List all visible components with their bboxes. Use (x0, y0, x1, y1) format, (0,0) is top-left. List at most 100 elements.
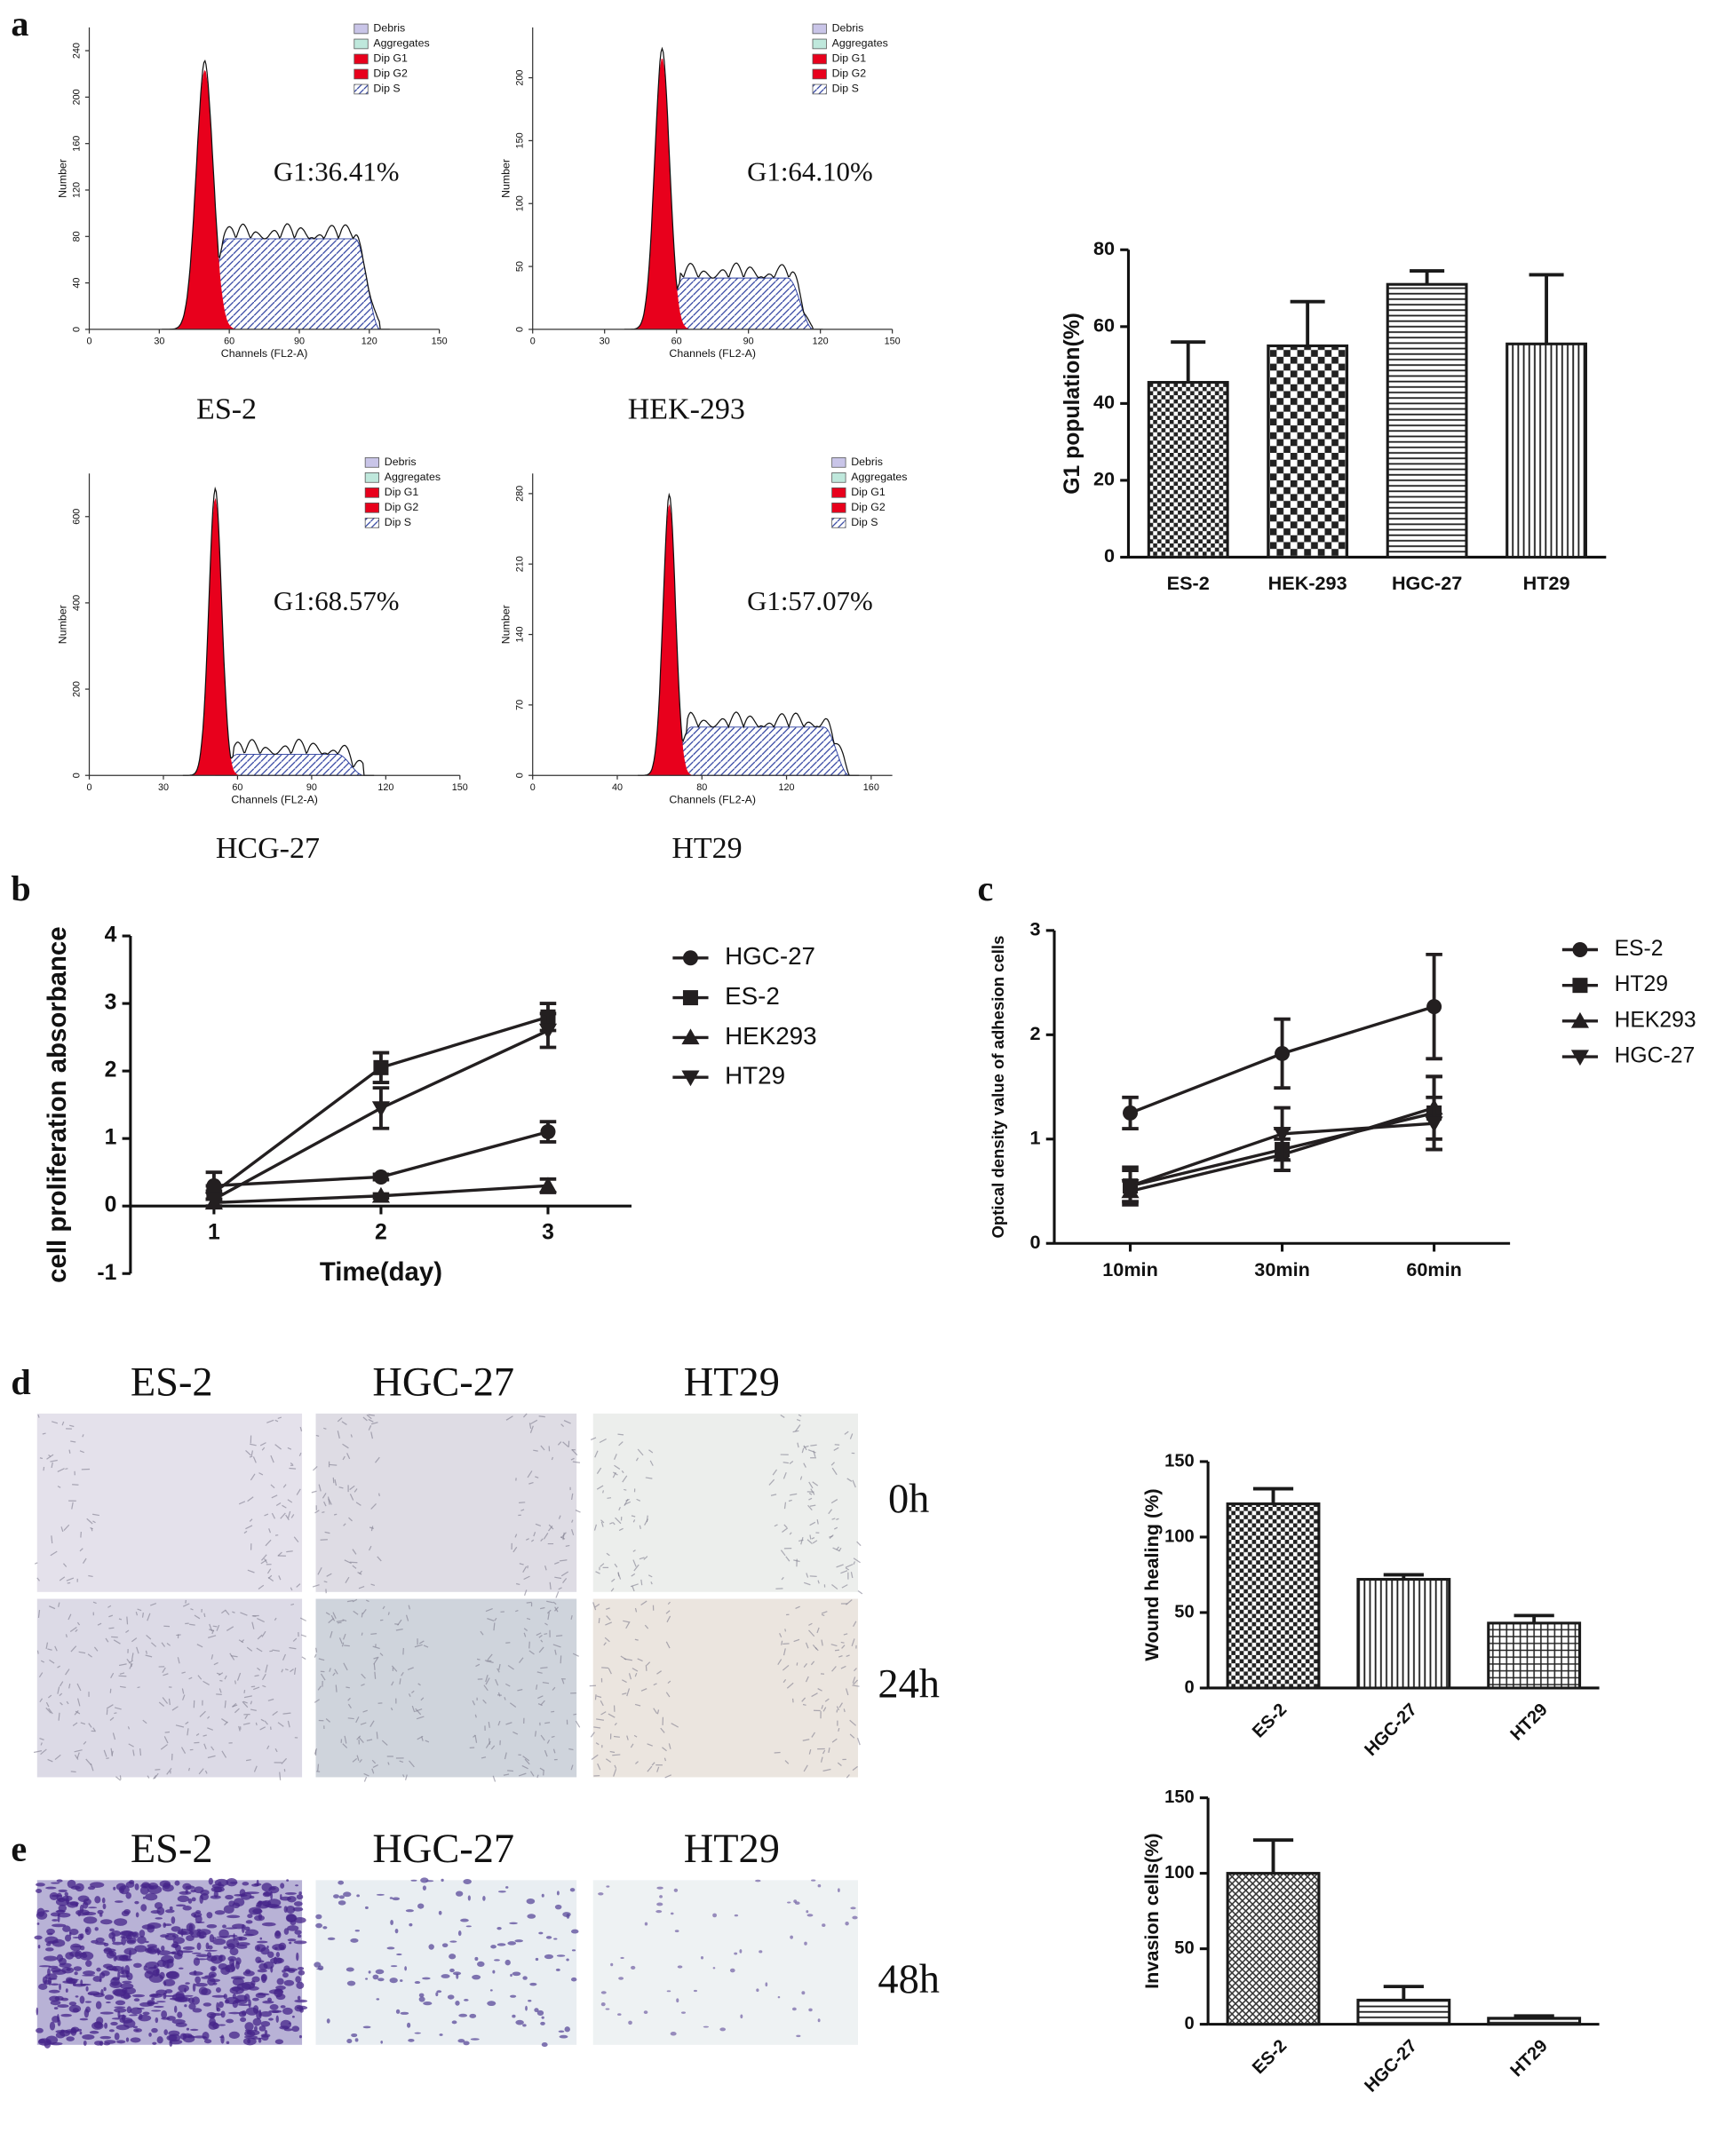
legend-swatch (812, 38, 827, 50)
cell (290, 1669, 294, 1673)
marker (1570, 1050, 1589, 1066)
micrograph (36, 1413, 303, 1592)
stained-cell (417, 1903, 425, 1909)
legend-label: Dip S (385, 516, 411, 528)
cell (271, 1494, 278, 1499)
cell (831, 1584, 838, 1590)
stained-cell (407, 2022, 411, 2028)
cell (423, 1645, 429, 1648)
cell (343, 1523, 346, 1526)
stained-cell (218, 1962, 228, 1970)
y-tick-label: 0 (1184, 1677, 1194, 1697)
stained-cell (282, 2007, 293, 2015)
cell (334, 1669, 338, 1675)
cell (345, 1576, 350, 1584)
stained-cell (196, 1942, 202, 1951)
cell (808, 1497, 813, 1501)
stained-cell (362, 2025, 371, 2029)
cell (139, 1748, 142, 1756)
cell (65, 1634, 68, 1638)
y-axis-title: Wound healing (%) (1140, 1488, 1163, 1661)
stained-cell (81, 1954, 88, 1959)
cell (224, 1721, 228, 1726)
cell (637, 1448, 644, 1456)
stained-cell (114, 2008, 127, 2013)
cell (671, 1723, 679, 1728)
stained-cell (156, 2036, 163, 2044)
cell (347, 1703, 352, 1708)
cell (187, 1728, 189, 1736)
cell (634, 1672, 638, 1677)
cell (347, 1697, 351, 1701)
cell (108, 1614, 114, 1618)
stained-cell (36, 2027, 44, 2033)
stained-cell (74, 1971, 78, 1976)
cell (639, 1557, 645, 1560)
cell (494, 1617, 497, 1621)
cell (783, 1648, 786, 1656)
stained-cell (133, 1962, 142, 1969)
cell (411, 1705, 416, 1713)
cell (783, 1643, 790, 1645)
stained-cell (228, 2011, 242, 2015)
cell (821, 1611, 828, 1614)
cell (346, 1599, 354, 1603)
stained-cell (50, 2000, 61, 2006)
x-tick-label: 0 (530, 782, 536, 793)
stained-cell (82, 2033, 95, 2041)
cell (405, 1614, 409, 1621)
cell (609, 1522, 614, 1525)
stained-cell (184, 2004, 187, 2008)
cell (366, 1414, 372, 1420)
cell (177, 1657, 180, 1664)
cell (250, 1443, 257, 1447)
cell (382, 1605, 385, 1610)
cell (843, 1708, 846, 1713)
stained-cell (215, 1987, 221, 1994)
stained-cell (187, 1898, 193, 1904)
stained-cell (510, 1994, 517, 1998)
stained-cell (70, 1943, 82, 1952)
stained-cell (118, 2014, 127, 2018)
cell (523, 1632, 527, 1637)
stained-cell (386, 1946, 395, 1950)
marker (1572, 941, 1588, 957)
cell (656, 1670, 662, 1675)
y-tick-label: 0 (515, 327, 526, 332)
stained-cell (740, 2014, 743, 2019)
stained-cell (228, 1900, 235, 1906)
stained-cell (104, 1994, 115, 2001)
cell (338, 1486, 344, 1489)
cell (833, 1447, 839, 1451)
cell (397, 1619, 402, 1626)
cell (207, 1727, 214, 1731)
stained-cell (155, 1917, 163, 1920)
cell (831, 1518, 836, 1520)
cell (610, 1588, 615, 1592)
legend-swatch (831, 472, 846, 483)
stained-cell (196, 1929, 202, 1932)
stained-cell (223, 1994, 227, 2000)
stained-cell (79, 2031, 83, 2035)
stained-cell (368, 1970, 371, 1974)
cell (87, 1653, 92, 1658)
cell (253, 1765, 258, 1772)
stained-cell (237, 2003, 250, 2007)
stained-cell (470, 2038, 480, 2041)
cell (242, 1722, 250, 1725)
stained-cell (266, 1946, 269, 1949)
cell (633, 1734, 638, 1738)
cell (181, 1671, 186, 1674)
legend-label: Dip G1 (832, 52, 867, 65)
cell (571, 1449, 578, 1456)
stained-cell (756, 1988, 759, 1993)
x-tick-label: 0 (87, 782, 92, 793)
cell (342, 1455, 346, 1461)
stained-cell (83, 2040, 87, 2046)
stained-cell (56, 1879, 63, 1883)
cell (249, 1518, 253, 1522)
stained-cell (268, 2017, 274, 2021)
cell (561, 1679, 565, 1684)
stained-cell (159, 1880, 171, 1888)
stained-cell (356, 1894, 360, 1898)
